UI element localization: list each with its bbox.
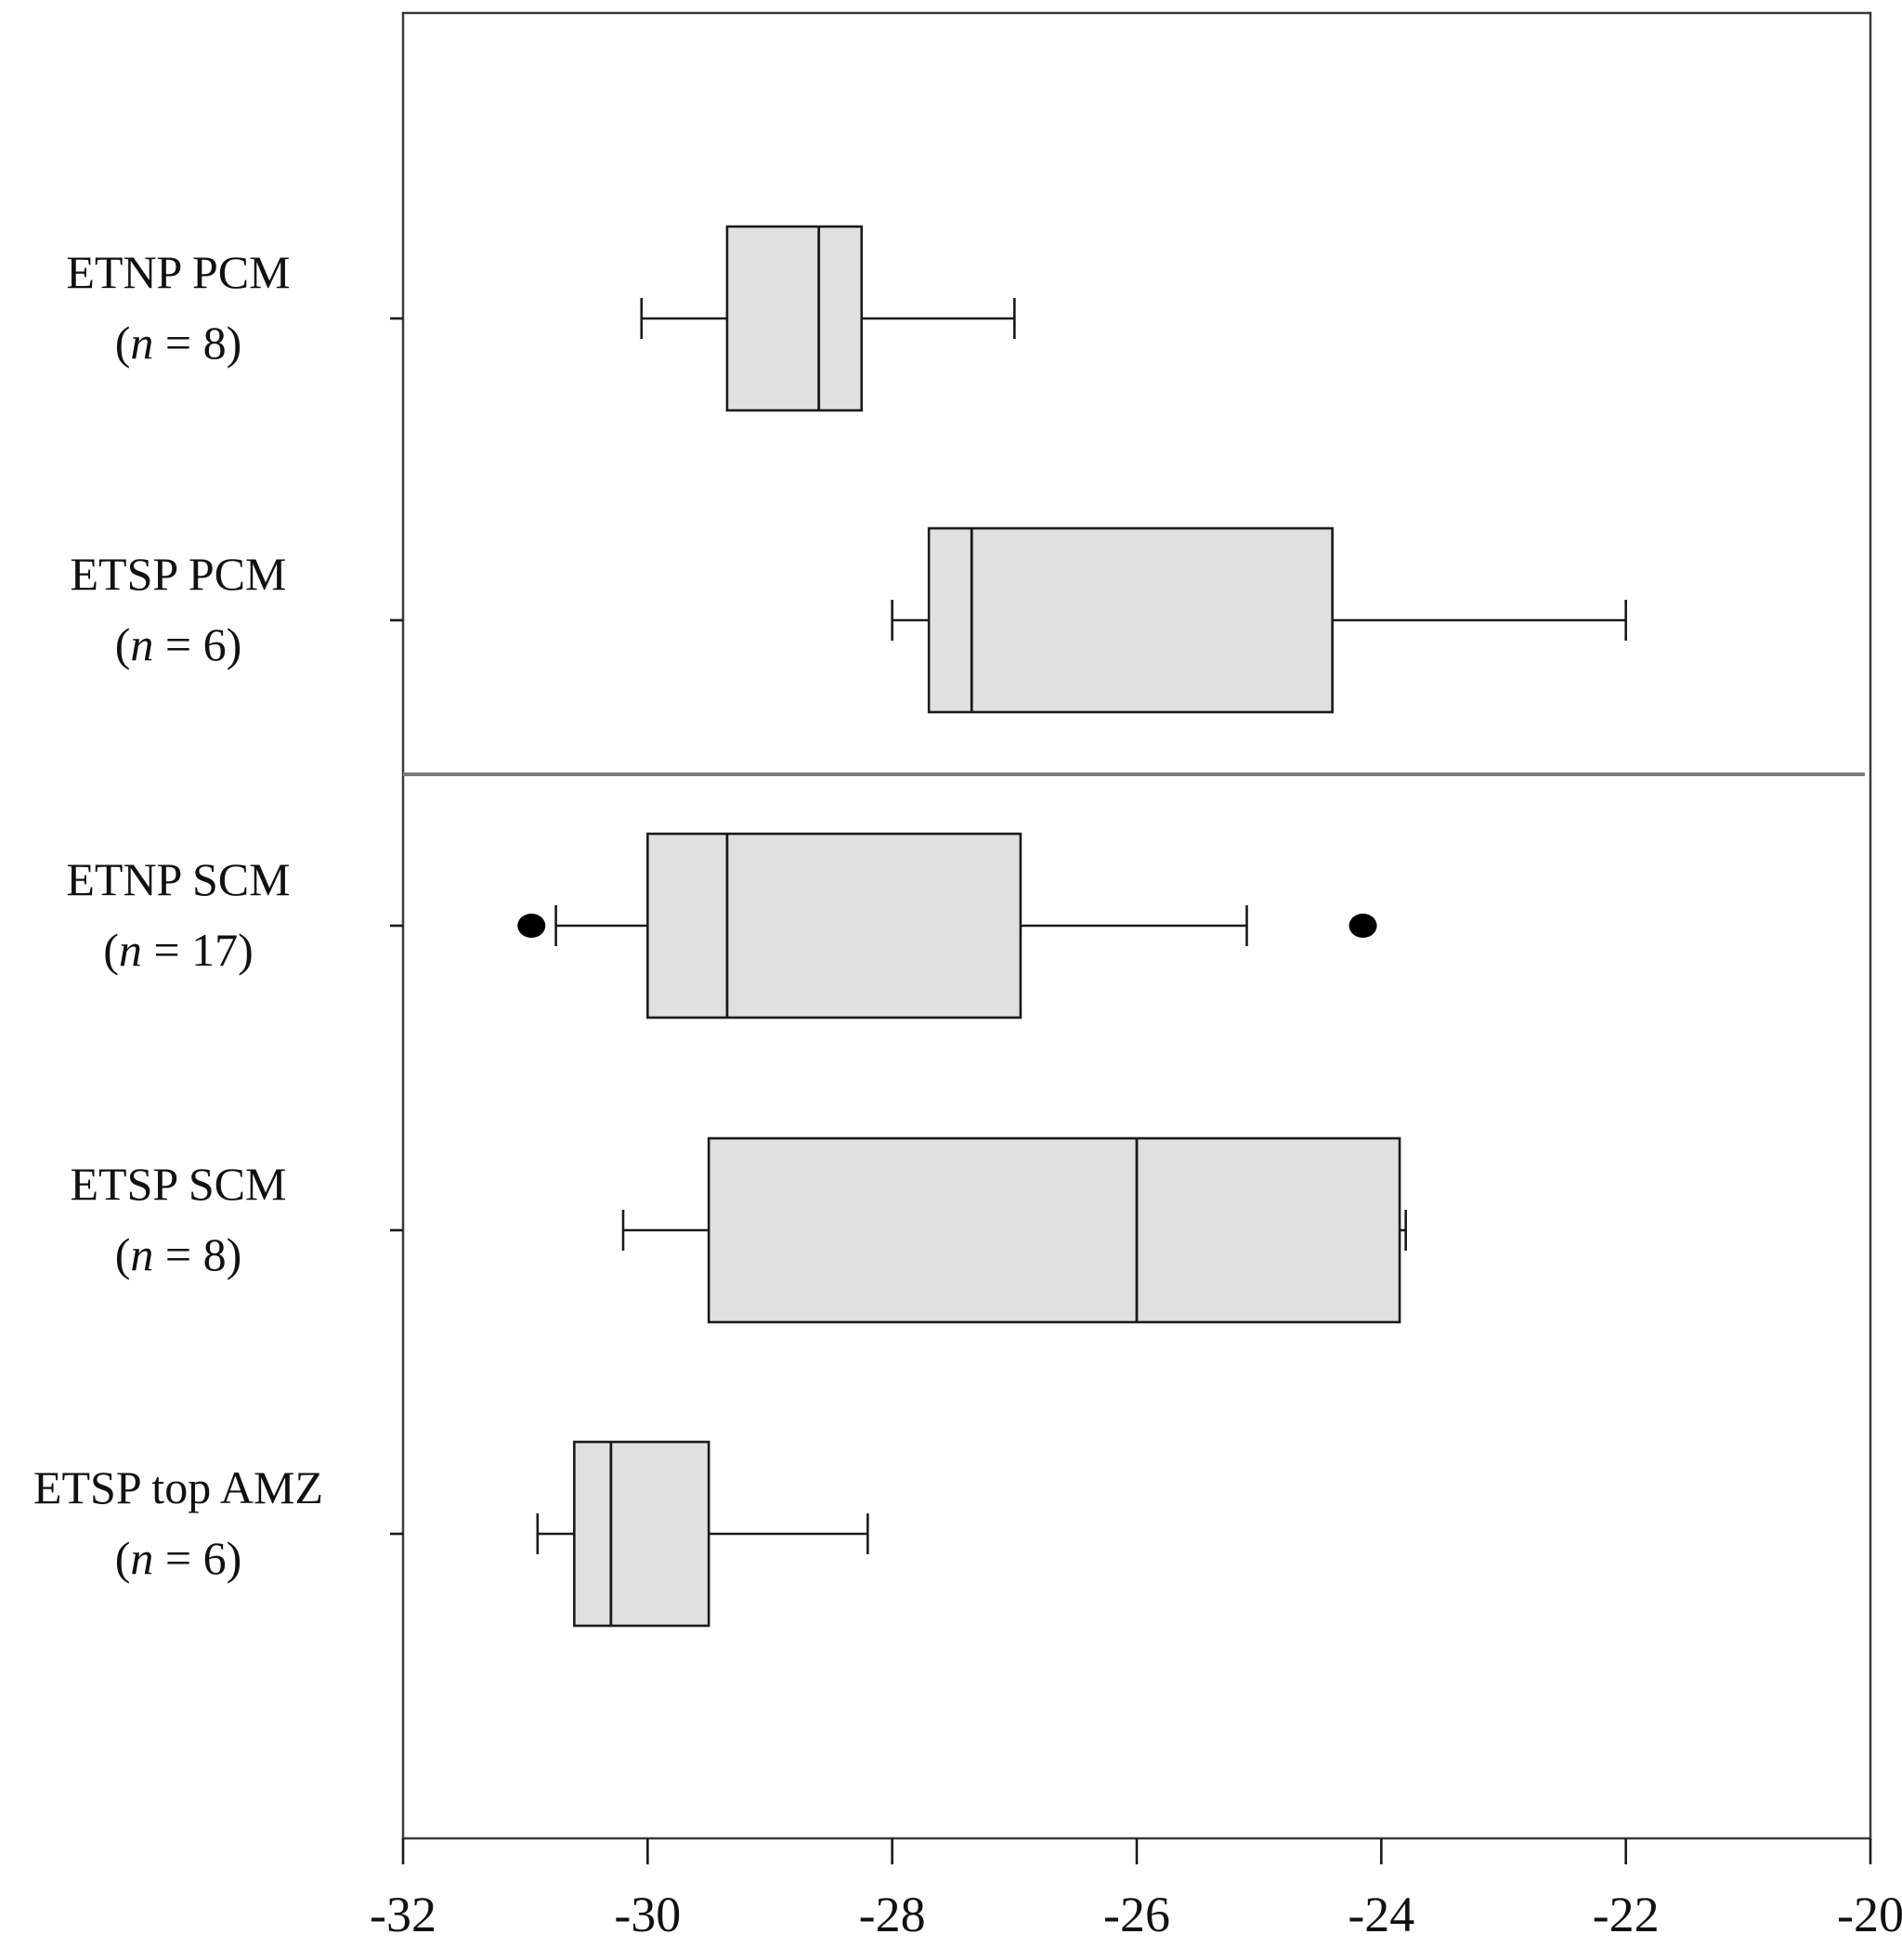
category-label: ETSP top AMZ [33,1461,323,1513]
sample-size-label: (n = 6) [115,1532,242,1584]
iqr-box [725,225,864,412]
outlier-point [1348,914,1377,938]
box-group: ETSP SCM (n = 8) [71,1136,1407,1324]
box-groups: ETNP PCM (n = 8) ETSP PCM (n = 6) ETNP SCM (n… [33,225,1627,1628]
sample-size-label: (n = 8) [115,1228,242,1280]
sample-size-label: (n = 6) [115,618,242,670]
x-tick-label: -26 [1103,1887,1170,1942]
iqr-box [573,1440,710,1628]
sample-size-label: (n = 17) [103,924,254,976]
box-group: ETSP top AMZ (n = 6) [33,1440,869,1628]
iqr-box [927,526,1334,714]
category-label: ETSP PCM [71,548,287,600]
sample-size-label: (n = 8) [115,317,242,369]
iqr-box [707,1136,1401,1324]
category-label: ETSP SCM [71,1158,287,1210]
x-tick-label: -24 [1348,1887,1414,1942]
category-label: ETNP PCM [66,246,290,298]
box-group: ETNP PCM (n = 8) [66,225,1016,412]
x-tick-label: -30 [614,1887,681,1942]
x-axis: -32 -30 -28 -26 -24 -22 -20 [370,1838,1902,1942]
box-group: ETSP PCM (n = 6) [71,526,1627,714]
x-tick-label: -32 [370,1887,436,1942]
x-tick-label: -20 [1837,1887,1902,1942]
category-label: ETNP SCM [66,853,290,905]
iqr-box [646,832,1023,1019]
x-tick-label: -22 [1593,1887,1660,1942]
outlier-point [517,914,546,938]
x-tick-label: -28 [859,1887,926,1942]
box-group: ETNP SCM (n = 17) [66,832,1377,1019]
